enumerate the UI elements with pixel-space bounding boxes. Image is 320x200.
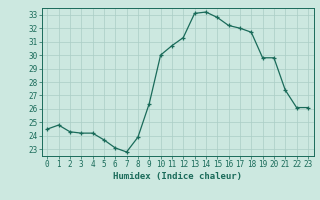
X-axis label: Humidex (Indice chaleur): Humidex (Indice chaleur) — [113, 172, 242, 181]
